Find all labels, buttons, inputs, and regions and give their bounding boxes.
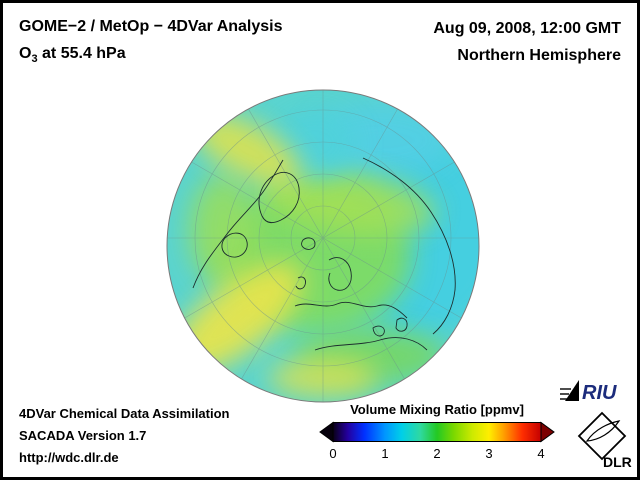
colorbar-under-arrow xyxy=(319,421,334,443)
species-symbol: O xyxy=(19,45,32,62)
dlr-diamond-icon xyxy=(577,411,627,461)
dlr-logo: DLR xyxy=(577,411,632,469)
colorbar-tick-1: 1 xyxy=(381,446,389,461)
colorbar-gradient xyxy=(332,422,542,442)
pressure-level: at 55.4 hPa xyxy=(37,45,126,62)
plot-title: GOME−2 / MetOp − 4DVar Analysis xyxy=(19,18,283,35)
plot-datetime: Aug 09, 2008, 12:00 GMT xyxy=(433,20,621,37)
plot-subtitle: O3 at 55.4 hPa xyxy=(19,40,283,73)
colorbar-tick-0: 0 xyxy=(329,446,337,461)
riu-logo: RIU xyxy=(560,380,617,404)
credit-line-version: SACADA Version 1.7 xyxy=(19,428,147,443)
credit-line-assimilation: 4DVar Chemical Data Assimilation xyxy=(19,406,230,421)
colorbar-tick-2: 2 xyxy=(433,446,441,461)
dlr-bird-icon xyxy=(585,420,621,442)
credit-line-url: http://wdc.dlr.de xyxy=(19,450,119,465)
colorbar-ticks: 0 1 2 3 4 xyxy=(319,446,555,462)
globe-outline xyxy=(166,89,480,403)
globe-map xyxy=(166,89,480,403)
plot-title-block: GOME−2 / MetOp − 4DVar Analysis O3 at 55… xyxy=(19,13,283,73)
datetime-block: Aug 09, 2008, 12:00 GMT Northern Hemisph… xyxy=(433,15,621,69)
plot-hemisphere: Northern Hemisphere xyxy=(457,47,621,64)
colorbar-over-arrow xyxy=(540,421,555,443)
graticule xyxy=(167,90,479,402)
colorbar-title: Volume Mixing Ratio [ppmv] xyxy=(350,402,524,417)
colorbar xyxy=(319,421,555,443)
riu-logo-text: RIU xyxy=(582,382,617,404)
colorbar-tick-3: 3 xyxy=(485,446,493,461)
riu-mark-icon xyxy=(560,380,579,401)
coastlines xyxy=(192,157,456,351)
dlr-logo-text: DLR xyxy=(603,454,632,469)
colorbar-tick-4: 4 xyxy=(537,446,545,461)
credits-block: 4DVar Chemical Data Assimilation SACADA … xyxy=(19,403,230,469)
species-subscript: 3 xyxy=(31,53,38,66)
